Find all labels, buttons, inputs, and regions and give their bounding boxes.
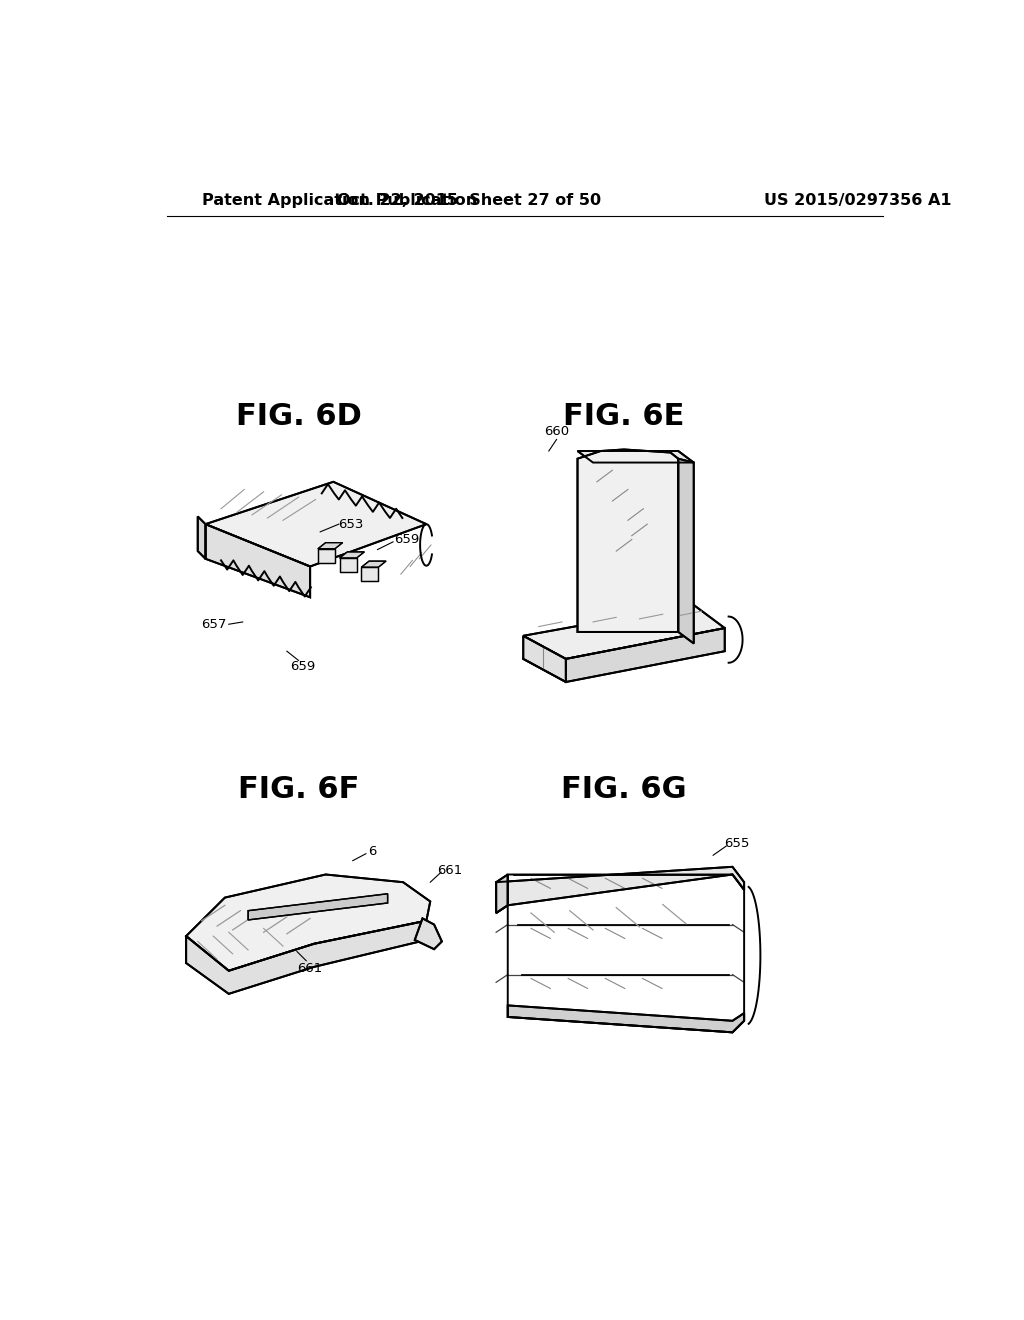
Text: FIG. 6E: FIG. 6E bbox=[563, 401, 685, 430]
Polygon shape bbox=[206, 524, 310, 598]
Polygon shape bbox=[186, 875, 430, 970]
Polygon shape bbox=[317, 549, 335, 562]
Polygon shape bbox=[496, 867, 744, 913]
Text: 653: 653 bbox=[338, 517, 364, 531]
Polygon shape bbox=[578, 451, 693, 462]
Text: 6: 6 bbox=[368, 845, 376, 858]
Text: FIG. 6F: FIG. 6F bbox=[238, 775, 359, 804]
Text: US 2015/0297356 A1: US 2015/0297356 A1 bbox=[764, 193, 951, 209]
Text: FIG. 6G: FIG. 6G bbox=[561, 775, 687, 804]
Text: FIG. 6D: FIG. 6D bbox=[236, 401, 361, 430]
Polygon shape bbox=[317, 543, 343, 549]
Polygon shape bbox=[415, 919, 442, 949]
Text: 661: 661 bbox=[437, 865, 462, 878]
Text: 659: 659 bbox=[290, 660, 315, 673]
Polygon shape bbox=[186, 921, 426, 994]
Text: 660: 660 bbox=[544, 425, 569, 438]
Text: 655: 655 bbox=[724, 837, 750, 850]
Text: 659: 659 bbox=[394, 533, 420, 546]
Text: Oct. 22, 2015  Sheet 27 of 50: Oct. 22, 2015 Sheet 27 of 50 bbox=[337, 193, 601, 209]
Polygon shape bbox=[523, 605, 725, 659]
Text: 661: 661 bbox=[298, 962, 323, 975]
Polygon shape bbox=[523, 636, 566, 682]
Text: Patent Application Publication: Patent Application Publication bbox=[202, 193, 477, 209]
Polygon shape bbox=[566, 628, 725, 682]
Polygon shape bbox=[678, 459, 693, 644]
Polygon shape bbox=[496, 875, 508, 913]
Polygon shape bbox=[361, 568, 378, 581]
Polygon shape bbox=[340, 552, 365, 558]
Polygon shape bbox=[361, 561, 386, 568]
Polygon shape bbox=[198, 516, 206, 558]
Text: 657: 657 bbox=[201, 618, 226, 631]
Polygon shape bbox=[508, 1006, 744, 1032]
Polygon shape bbox=[206, 482, 426, 566]
Polygon shape bbox=[340, 558, 356, 572]
Polygon shape bbox=[248, 894, 388, 920]
Polygon shape bbox=[578, 449, 678, 632]
